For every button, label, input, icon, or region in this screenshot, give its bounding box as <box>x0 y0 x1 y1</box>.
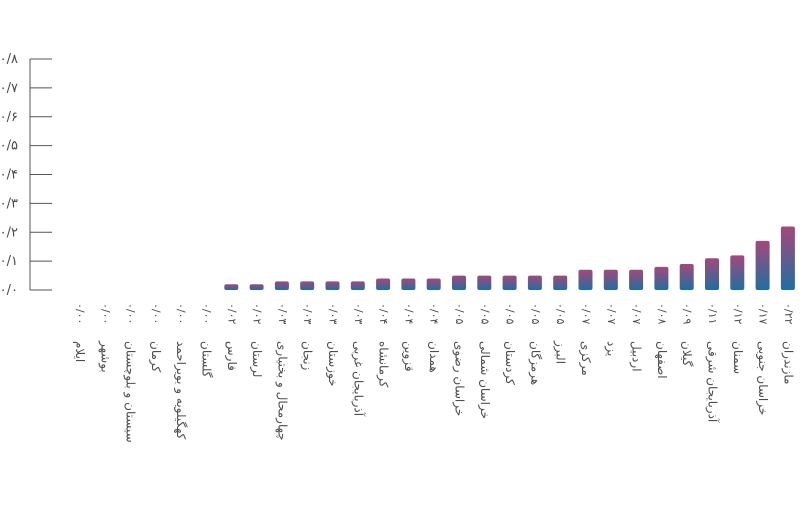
bar-value-label: ۰/۰۳ <box>352 303 365 325</box>
bar <box>527 275 542 290</box>
category-label: سیستان و بلوچستان <box>123 341 138 443</box>
bar <box>477 275 492 290</box>
bar <box>603 269 618 290</box>
category-label: قزوین <box>401 341 416 372</box>
bar-value-label: ۰/۰۰ <box>175 303 188 324</box>
bar <box>426 278 441 290</box>
y-tick-label: ۰/۵ <box>0 139 18 154</box>
category-label: مرکزی <box>578 341 593 376</box>
bar-value-label: ۰/۱۷ <box>757 303 770 325</box>
category-label: خوزستان <box>325 341 340 387</box>
y-tick-label: ۰/۳ <box>0 196 18 211</box>
y-tick-label: ۰/۶ <box>0 110 18 125</box>
category-label: گلستان <box>200 341 214 378</box>
bar-value-label: ۰/۰۸ <box>655 303 668 325</box>
category-label: یزد <box>603 341 618 356</box>
bar-value-label: ۰/۰۰ <box>124 303 137 324</box>
bar <box>730 255 745 290</box>
bar-value-label: ۰/۰۰ <box>149 303 162 324</box>
category-label: خراسان رضوی <box>452 341 467 416</box>
category-label: چهارمحال و بختیاری <box>274 341 289 441</box>
category-label: کرمانشاه <box>376 341 391 388</box>
bar <box>780 226 795 290</box>
category-label: خراسان جنوبی <box>755 341 770 415</box>
bar <box>502 275 517 290</box>
bar-value-label: ۰/۰۴ <box>428 303 441 325</box>
category-label: ایلام <box>73 341 87 362</box>
category-label: هرمزگان <box>527 341 542 385</box>
category-label: آذربایجان شرقی <box>705 341 721 423</box>
bar-value-label: ۰/۰۲ <box>225 303 238 325</box>
category-label: اصفهان <box>655 341 669 379</box>
bar-value-label: ۰/۰۵ <box>554 303 567 325</box>
bar <box>578 269 593 290</box>
y-tick-label: ۰/۸ <box>0 52 18 67</box>
bar <box>224 284 239 290</box>
bar-value-label: ۰/۰۰ <box>200 303 213 324</box>
category-label: البرز <box>553 340 568 364</box>
bar-value-label: ۰/۰۵ <box>529 303 542 325</box>
bar-value-label: ۰/۰۳ <box>276 303 289 325</box>
bar-value-label: ۰/۱۲ <box>731 303 744 325</box>
bar-value-label: ۰/۰۵ <box>504 303 517 325</box>
category-label: زنجان <box>300 341 315 371</box>
y-tick-label: ۰/۷ <box>0 81 18 96</box>
bar-value-label: ۰/۲۲ <box>782 303 795 325</box>
bar-value-label: ۰/۰۷ <box>605 303 618 325</box>
bar <box>274 281 289 290</box>
bar-value-label: ۰/۰۹ <box>681 303 694 325</box>
bar-value-label: ۰/۰۷ <box>580 303 593 325</box>
bar-value-label: ۰/۰۵ <box>478 303 491 325</box>
y-tick-label: ۰/۱ <box>0 254 18 269</box>
category-label: کهگیلویه و بویراحمد <box>173 341 188 440</box>
bar-value-label: ۰/۰۵ <box>453 303 466 325</box>
category-label: کردستان <box>502 341 517 385</box>
category-label: سمنان <box>731 341 745 374</box>
bar <box>376 278 391 290</box>
bar-value-label: ۰/۰۳ <box>327 303 340 325</box>
category-label: لرستان <box>249 341 264 377</box>
bar-value-label: ۰/۱۱ <box>706 303 719 324</box>
y-tick-label: ۰/۴ <box>0 168 18 183</box>
bar <box>401 278 416 290</box>
category-label: کرمان <box>148 341 163 373</box>
bar <box>249 284 264 290</box>
bar <box>705 258 719 290</box>
bar-value-label: ۰/۰۷ <box>630 303 643 325</box>
category-label: مازندران <box>780 341 795 384</box>
bar <box>654 266 669 290</box>
bar <box>300 281 315 290</box>
category-label: خراسان شمالی <box>477 341 492 419</box>
bar <box>325 281 340 290</box>
bar-value-label: ۰/۰۰ <box>99 303 112 324</box>
category-label: اردبیل <box>629 341 644 372</box>
category-label: بوشهر <box>97 340 112 373</box>
bar <box>452 275 466 290</box>
y-tick-label: ۰/۲ <box>0 225 18 240</box>
bar-value-label: ۰/۰۴ <box>402 303 415 325</box>
category-label: آذربایجان غربی <box>350 341 366 417</box>
bar-value-label: ۰/۰۴ <box>377 303 390 325</box>
bars <box>224 226 795 290</box>
category-label: همدان <box>427 341 441 373</box>
bar-value-label: ۰/۰۳ <box>301 303 314 325</box>
y-tick-label: ۰/۰ <box>0 283 18 298</box>
y-axis: ۰/۰ ۰/۱ ۰/۲ ۰/۳ ۰/۴ ۰/۵ ۰/۶ ۰/۷ ۰/۸ <box>0 52 52 298</box>
bar <box>350 281 365 290</box>
category-labels: ایلام بوشهر سیستان و بلوچستان کرمان کهگیلویه… <box>73 340 795 443</box>
category-label: فارس <box>224 341 239 371</box>
value-labels: ۰/۰۰ ۰/۰۰ ۰/۰۰ ۰/۰۰ ۰/۰۰ ۰/۰۰ ۰/۰۲ ۰/۰۲ ۰/۰۳ ۰/۰۳… <box>74 303 795 325</box>
bar <box>679 264 694 290</box>
bar-value-label: ۰/۰۰ <box>74 303 87 324</box>
bar-value-label: ۰/۰۲ <box>251 303 264 325</box>
bar <box>629 269 644 290</box>
category-label: گیلان <box>680 341 694 367</box>
bar <box>755 240 770 290</box>
bar <box>553 275 568 290</box>
